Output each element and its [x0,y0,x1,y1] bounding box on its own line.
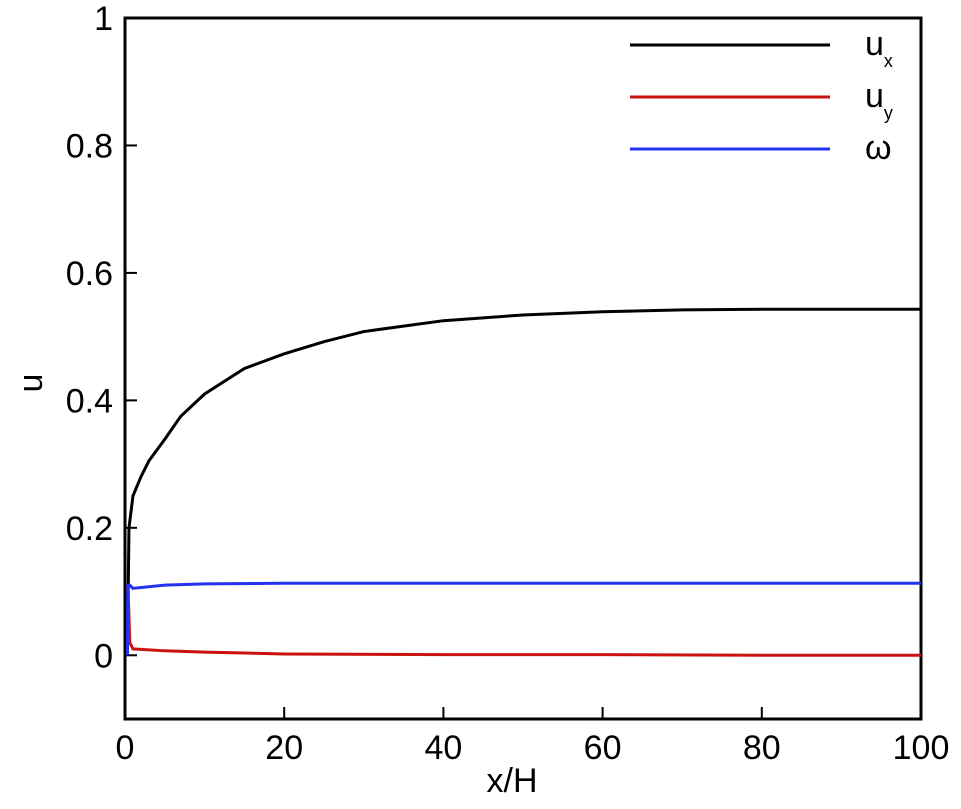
y-axis-label: u [12,374,50,393]
x-tick-label: 40 [424,729,462,767]
data-line [125,581,921,656]
x-tick-label: 80 [743,729,781,767]
x-tick-label: 100 [893,729,950,767]
data-line [125,584,921,657]
x-tick-label: 60 [584,729,622,767]
legend-subscript: y [884,103,893,123]
legend-label: ω [865,129,892,167]
legend-label: ux [865,25,893,71]
x-tick-label: 0 [116,729,135,767]
y-tick-label: 0.4 [66,382,113,420]
plot-frame [123,16,923,721]
y-tick-label: 0.6 [66,255,113,293]
y-tick-label: 0 [94,637,113,675]
legend-subscript: x [884,51,893,71]
y-tick-label: 0.8 [66,127,113,165]
data-line [125,307,921,656]
y-tick-label: 1 [94,0,113,38]
legend-label: uy [865,77,893,123]
x-axis-label: x/H [487,762,538,800]
y-tick-label: 0.2 [66,510,113,548]
x-tick-label: 20 [265,729,303,767]
